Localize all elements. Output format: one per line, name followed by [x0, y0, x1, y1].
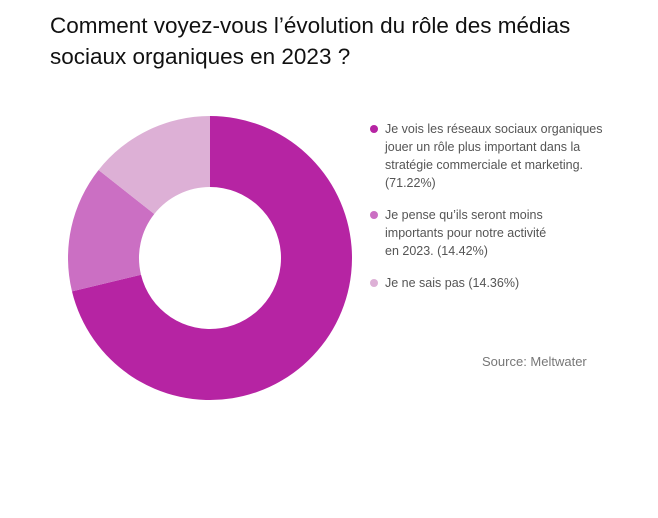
donut-chart — [68, 116, 352, 401]
legend-swatch-more-important — [370, 125, 378, 133]
legend-item-more-important: Je vois les réseaux sociaux organiques j… — [370, 120, 640, 192]
donut-slice-dont-know — [98, 116, 210, 214]
chart-legend: Je vois les réseaux sociaux organiques j… — [370, 120, 640, 306]
legend-label-line: en 2023. (14.42%) — [385, 244, 488, 258]
chart-title: Comment voyez-vous l’évolution du rôle d… — [50, 10, 630, 72]
legend-label-line: (71.22%) — [385, 176, 436, 190]
legend-label-line: stratégie commerciale et marketing. — [385, 158, 583, 172]
legend-label-line: Je pense qu’ils seront moins — [385, 208, 543, 222]
legend-label-line: jouer un rôle plus important dans la — [385, 140, 581, 154]
legend-item-less-important: Je pense qu’ils seront moins importants … — [370, 206, 640, 260]
legend-item-dont-know: Je ne sais pas (14.36%) — [370, 274, 640, 292]
legend-swatch-dont-know — [370, 279, 378, 287]
chart-title-line-1: Comment voyez-vous l’évolution du rôle d… — [50, 13, 571, 38]
chart-title-line-2: sociaux organiques en 2023 ? — [50, 44, 351, 69]
source-note: Source: Meltwater — [482, 354, 587, 369]
legend-label-line: Je vois les réseaux sociaux organiques — [385, 122, 603, 136]
legend-swatch-less-important — [370, 211, 378, 219]
donut-slice-more-important — [71, 116, 352, 401]
legend-label-line: Je ne sais pas (14.36%) — [385, 276, 520, 290]
legend-label-line: importants pour notre activité — [385, 226, 547, 240]
donut-slice-less-important — [68, 169, 155, 292]
